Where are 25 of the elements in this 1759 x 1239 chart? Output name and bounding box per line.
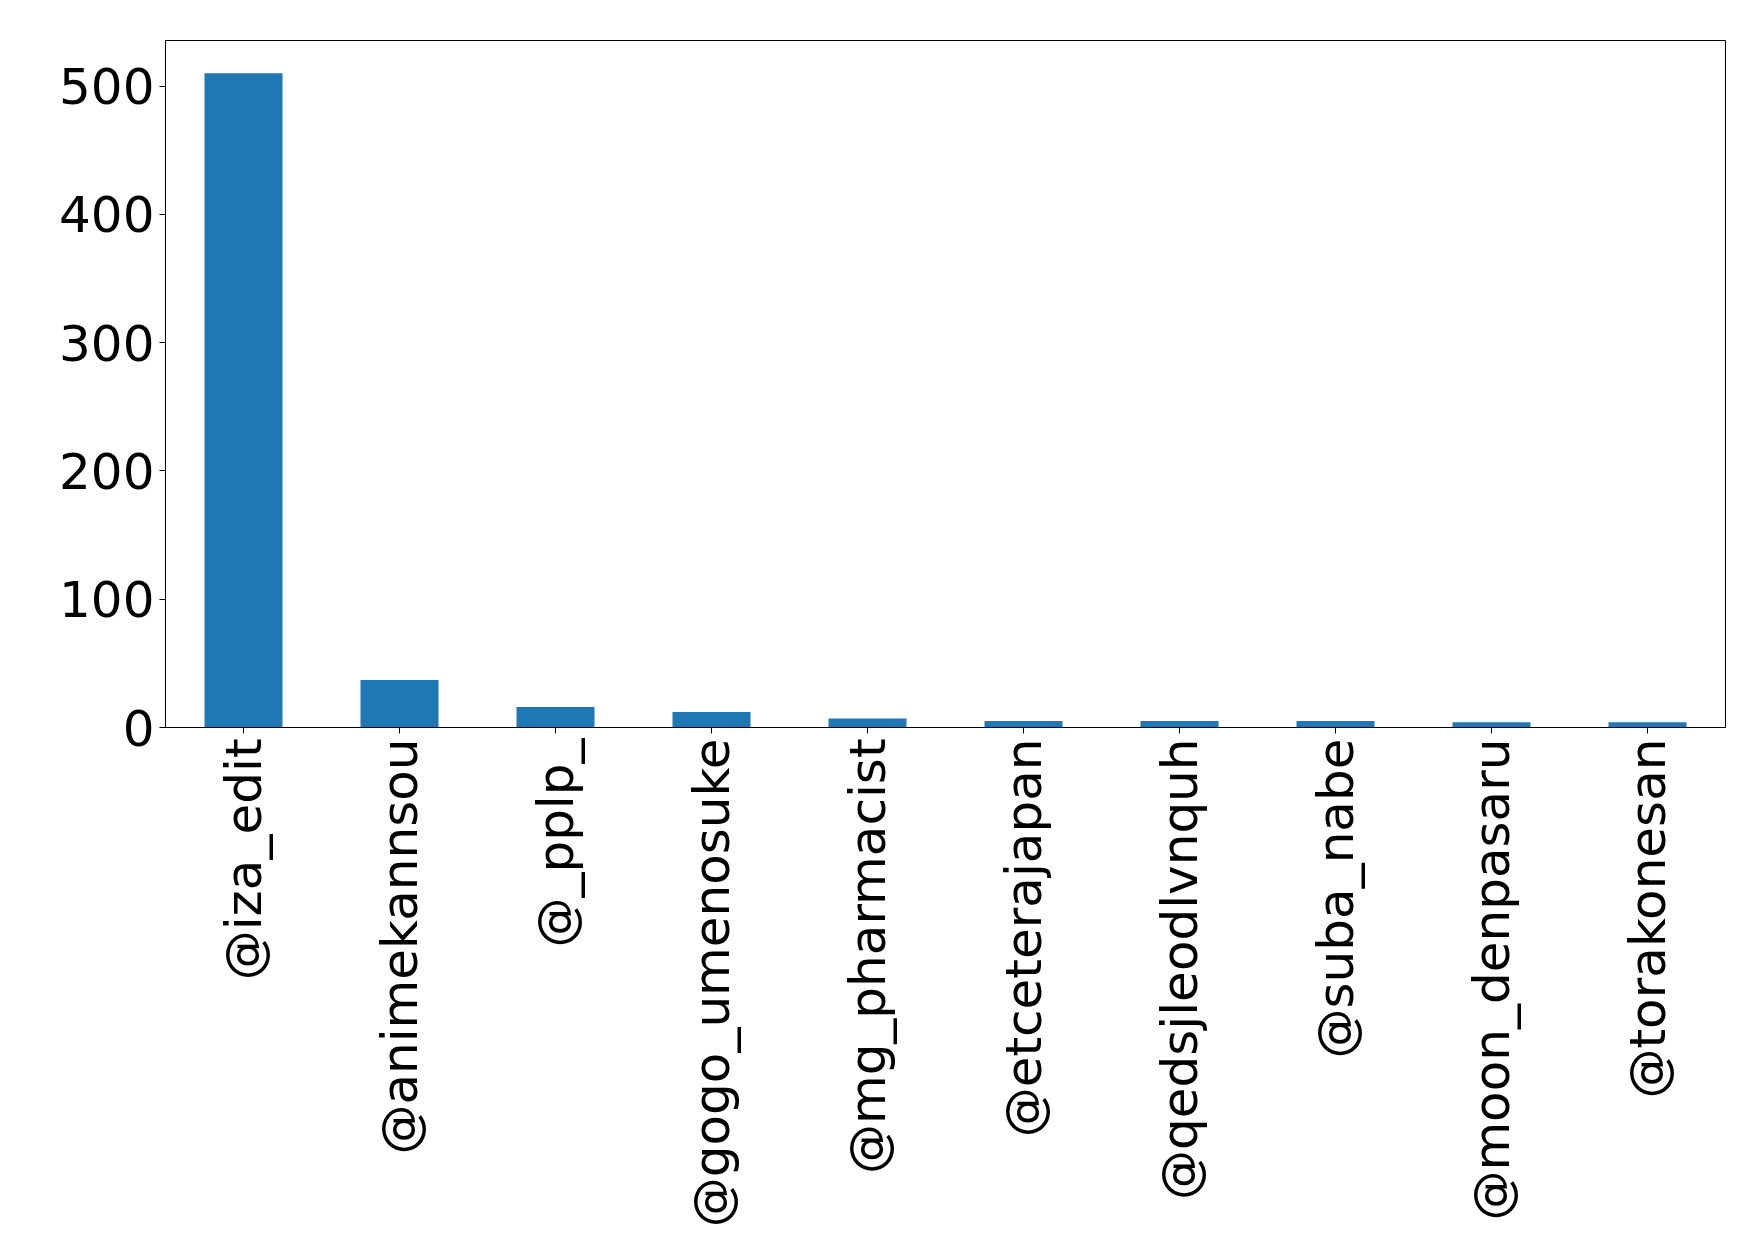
bar	[984, 721, 1063, 728]
y-tick-label: 200	[59, 442, 155, 501]
bar	[1452, 722, 1531, 728]
y-tick-label: 500	[59, 58, 155, 117]
x-tick-label: @_pplp_	[526, 737, 585, 948]
bar	[1296, 721, 1375, 728]
y-tick-label: 300	[59, 314, 155, 373]
x-tick-label: @etceterajapan	[994, 738, 1053, 1138]
bar	[1608, 722, 1687, 728]
x-tick-label: @moon_denpasaru	[1462, 738, 1521, 1221]
x-tick-label: @gogo_umenosuke	[682, 738, 741, 1228]
x-tick-label: @animekannsou	[370, 738, 429, 1155]
bar	[204, 73, 283, 728]
x-tick-label: @torakonesan	[1618, 738, 1677, 1099]
bar	[672, 712, 751, 728]
x-tick-label: @qedsjleodlvnquh	[1150, 738, 1209, 1200]
y-tick-label: 400	[59, 186, 155, 245]
x-tick-label: @iza_edit	[214, 738, 273, 981]
bar	[360, 680, 439, 728]
x-tick-label: @suba_nabe	[1306, 738, 1365, 1059]
bar	[1140, 721, 1219, 728]
y-tick-label: 100	[59, 571, 155, 630]
bar	[516, 706, 595, 728]
x-tick-label: @mg_pharmacist	[838, 738, 897, 1175]
y-tick-label: 0	[122, 699, 155, 758]
